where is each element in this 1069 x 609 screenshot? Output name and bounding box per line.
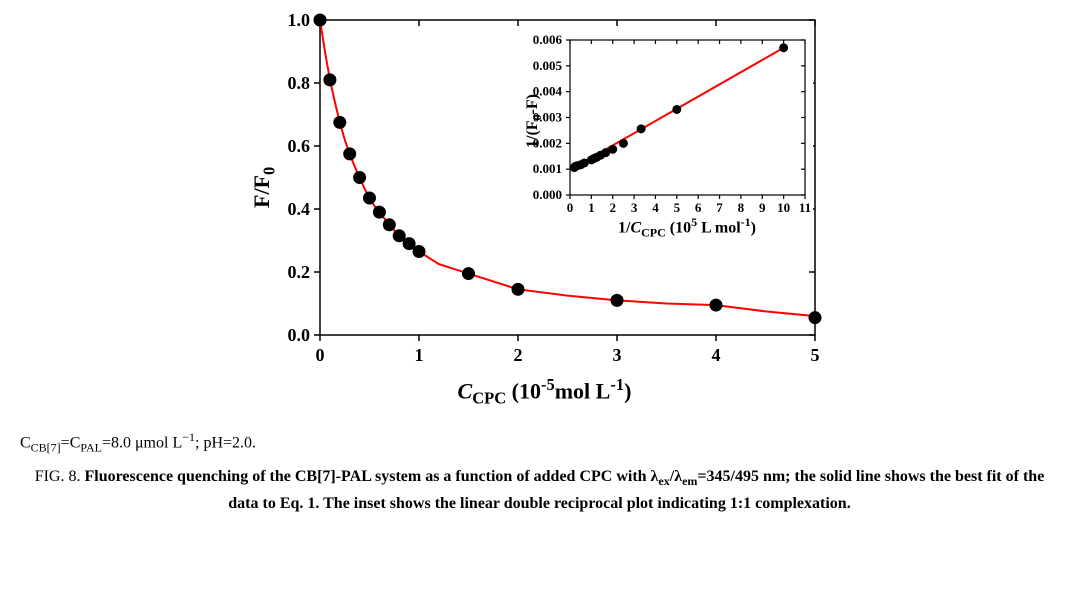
svg-text:5: 5 <box>810 345 819 365</box>
svg-text:0.2: 0.2 <box>287 262 310 282</box>
svg-text:3: 3 <box>630 200 637 215</box>
svg-text:0.6: 0.6 <box>287 136 310 156</box>
main-y-axis-label: F/F0 <box>249 166 279 207</box>
caption-text: Fluorescence quenching of the CB[7]-PAL … <box>84 468 1044 512</box>
svg-text:0: 0 <box>566 200 573 215</box>
svg-text:1: 1 <box>414 345 423 365</box>
svg-text:9: 9 <box>759 200 766 215</box>
conditions-text: CCB[7]=CPAL=8.0 μmol L−1; pH=2.0. <box>20 430 1059 456</box>
svg-text:0.0: 0.0 <box>287 325 310 345</box>
svg-text:0.001: 0.001 <box>532 161 561 176</box>
svg-text:5: 5 <box>673 200 680 215</box>
svg-text:0.000: 0.000 <box>532 187 561 202</box>
svg-text:4: 4 <box>652 200 659 215</box>
chart-container: 0123450.00.20.40.60.81.0012345678910110.… <box>225 10 865 420</box>
svg-text:10: 10 <box>777 200 790 215</box>
svg-text:8: 8 <box>737 200 744 215</box>
inset-x-axis-label: 1/CCPC (105 L mol-1) <box>570 215 805 241</box>
svg-text:6: 6 <box>694 200 701 215</box>
svg-text:0.005: 0.005 <box>532 58 562 73</box>
svg-text:1: 1 <box>588 200 595 215</box>
svg-text:0.8: 0.8 <box>287 73 310 93</box>
svg-text:0.4: 0.4 <box>287 199 310 219</box>
svg-text:3: 3 <box>612 345 621 365</box>
svg-text:1.0: 1.0 <box>287 10 310 30</box>
svg-text:0: 0 <box>315 345 324 365</box>
svg-text:2: 2 <box>513 345 522 365</box>
figure-caption: FIG. 8. Fluorescence quenching of the CB… <box>20 464 1059 517</box>
figure-label: FIG. 8. <box>35 468 81 485</box>
caption-area: CCB[7]=CPAL=8.0 μmol L−1; pH=2.0. FIG. 8… <box>10 430 1059 516</box>
svg-text:4: 4 <box>711 345 720 365</box>
svg-text:7: 7 <box>716 200 723 215</box>
main-x-axis-label: CCPC (10-5mol L-1) <box>225 375 865 409</box>
svg-text:2: 2 <box>609 200 616 215</box>
svg-text:0.006: 0.006 <box>532 32 562 47</box>
inset-y-axis-label: 1/(F0-F) <box>524 94 545 148</box>
svg-text:11: 11 <box>798 200 810 215</box>
figure-area: 0123450.00.20.40.60.81.0012345678910110.… <box>10 10 1069 516</box>
